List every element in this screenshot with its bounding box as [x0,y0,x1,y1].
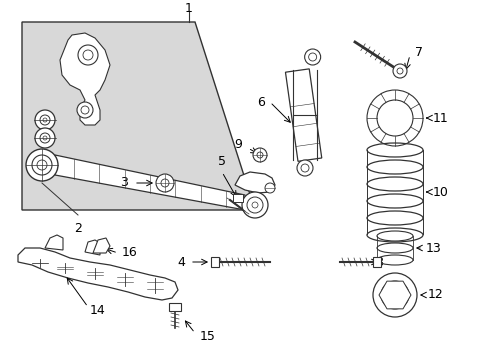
Circle shape [40,115,50,125]
Circle shape [35,128,55,148]
Circle shape [396,68,402,74]
Polygon shape [378,281,410,309]
Bar [169,303,181,311]
Circle shape [37,160,47,170]
Circle shape [161,179,169,187]
Text: 8: 8 [374,256,382,269]
Polygon shape [93,238,110,253]
Polygon shape [235,172,274,193]
Text: 6: 6 [257,95,264,108]
Text: 1: 1 [184,1,193,14]
Text: 5: 5 [218,155,225,168]
Text: 4: 4 [177,256,184,269]
Circle shape [43,136,47,140]
Polygon shape [45,235,63,250]
Circle shape [387,288,401,302]
Circle shape [252,148,266,162]
Polygon shape [60,33,110,125]
Text: 7: 7 [414,45,422,58]
Circle shape [26,149,58,181]
Text: 14: 14 [90,303,105,316]
Wedge shape [366,90,422,146]
Polygon shape [22,22,254,210]
Circle shape [35,110,55,130]
Text: 2: 2 [74,221,82,234]
Text: 11: 11 [432,112,448,125]
Circle shape [296,160,312,176]
Circle shape [372,273,416,317]
Circle shape [43,118,47,122]
Bar [285,69,321,161]
Text: 3: 3 [120,176,128,189]
Circle shape [77,102,93,118]
Circle shape [246,197,263,213]
Circle shape [392,64,406,78]
Circle shape [380,281,408,309]
Bar [372,257,380,267]
Circle shape [251,202,258,208]
Text: 16: 16 [122,247,138,260]
Circle shape [301,164,308,172]
Circle shape [308,53,316,61]
Circle shape [78,45,98,65]
Circle shape [257,152,263,158]
Text: 13: 13 [425,242,441,255]
Polygon shape [55,155,244,210]
Circle shape [40,133,50,143]
Text: 15: 15 [200,329,215,342]
Text: 12: 12 [427,288,443,302]
Bar [232,194,243,202]
Text: 10: 10 [432,185,448,198]
Text: 9: 9 [234,139,242,152]
Polygon shape [18,248,178,300]
Circle shape [156,174,174,192]
Circle shape [81,106,89,114]
Bar [210,257,219,267]
Circle shape [304,49,320,65]
Circle shape [242,192,267,218]
Circle shape [264,183,274,193]
Circle shape [83,50,93,60]
Polygon shape [85,240,100,255]
Circle shape [32,155,52,175]
